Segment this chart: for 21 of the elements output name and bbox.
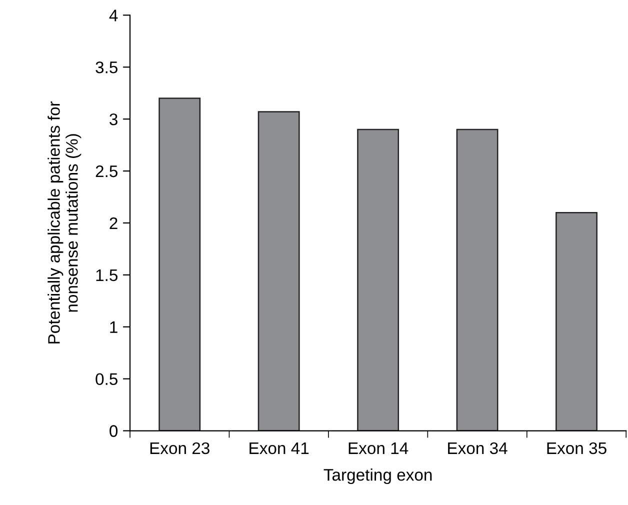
bar [556, 212, 598, 431]
y-tick-label: 3 [110, 113, 118, 126]
bar [258, 111, 300, 431]
bar [158, 98, 201, 431]
bar [357, 128, 400, 431]
x-tick-label: Exon 41 [250, 442, 309, 454]
x-tick-label: Exon 35 [547, 442, 606, 454]
y-axis-title: Potentially applicable patients for nonsense mutations (%) [48, 101, 82, 344]
y-tick-label: 0 [110, 425, 118, 437]
x-tick-label: Exon 23 [150, 442, 210, 454]
bar [456, 128, 498, 431]
y-tick-label: 1.5 [96, 269, 118, 282]
y-tick-label: 3.5 [96, 62, 118, 74]
y-tick-label: 1 [110, 321, 118, 333]
y-tick-label: 4 [109, 10, 118, 22]
y-tick-label: 0.5 [96, 373, 118, 386]
y-tick-label: 2.5 [96, 165, 118, 178]
x-axis-title: Targeting exon [324, 468, 432, 484]
x-tick-label: Exon 34 [448, 442, 508, 454]
x-tick-label: Exon 14 [348, 442, 408, 454]
y-tick-label: 2 [110, 217, 118, 229]
